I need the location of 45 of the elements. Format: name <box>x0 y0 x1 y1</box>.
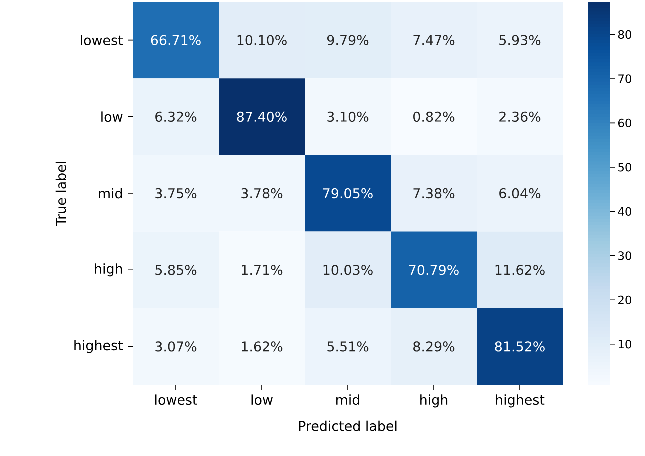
data-label: 70.79% <box>409 265 459 276</box>
data-label: 1.62% <box>242 342 283 352</box>
data-label: 3.07% <box>156 342 197 352</box>
data-label: 5.51% <box>328 342 369 352</box>
data-label: 2.36% <box>500 112 541 122</box>
data-label: 9.79% <box>327 35 369 46</box>
color-bar-label: 30 <box>618 252 632 260</box>
color-bar-label: 40 <box>618 207 632 216</box>
y-tick-label: highest <box>74 340 124 354</box>
data-label: 0.82% <box>414 112 455 122</box>
data-label: 81.52% <box>495 342 545 352</box>
data-label: 8.29% <box>414 342 455 352</box>
x-tick-label: lowest <box>156 394 198 406</box>
data-label: 10.10% <box>238 35 287 46</box>
color-bar-label: 80 <box>618 30 632 40</box>
data-label: 7.47% <box>414 35 455 46</box>
data-label: 6.04% <box>500 188 541 199</box>
y-axis-title: True label <box>56 162 66 226</box>
x-axis-title: Predicted label <box>299 420 397 432</box>
y-tick-label: lowest <box>81 35 123 46</box>
y-tick-label: high <box>95 264 122 277</box>
data-label: 3.10% <box>328 112 369 122</box>
data-label: 3.75% <box>156 188 197 199</box>
color-bar-label: 50 <box>618 163 632 172</box>
y-tick-label: low <box>102 112 123 122</box>
x-tick-label: mid <box>336 394 360 406</box>
data-label: 87.40% <box>237 112 287 122</box>
color-bar-label: 10 <box>618 340 632 349</box>
data-label: 11.62% <box>496 265 545 276</box>
data-label: 5.93% <box>500 35 541 46</box>
x-tick-label: high <box>420 394 448 408</box>
color-bar-label: 70 <box>618 74 632 84</box>
color-bar-label: 20 <box>618 296 632 304</box>
data-label: 3.78% <box>242 188 283 199</box>
y-tick-label: mid <box>99 188 122 199</box>
color-bar-label: 60 <box>618 118 632 128</box>
data-label: 10.03% <box>324 265 373 276</box>
data-label: 66.71% <box>151 35 201 46</box>
data-label: 6.32% <box>156 112 197 122</box>
data-label: 5.85% <box>156 265 197 276</box>
data-label: 79.05% <box>323 188 373 199</box>
x-tick-label: highest <box>496 394 545 408</box>
data-label: 1.71% <box>242 265 283 276</box>
x-tick-label: low <box>252 394 273 406</box>
data-label: 7.38% <box>414 188 455 199</box>
